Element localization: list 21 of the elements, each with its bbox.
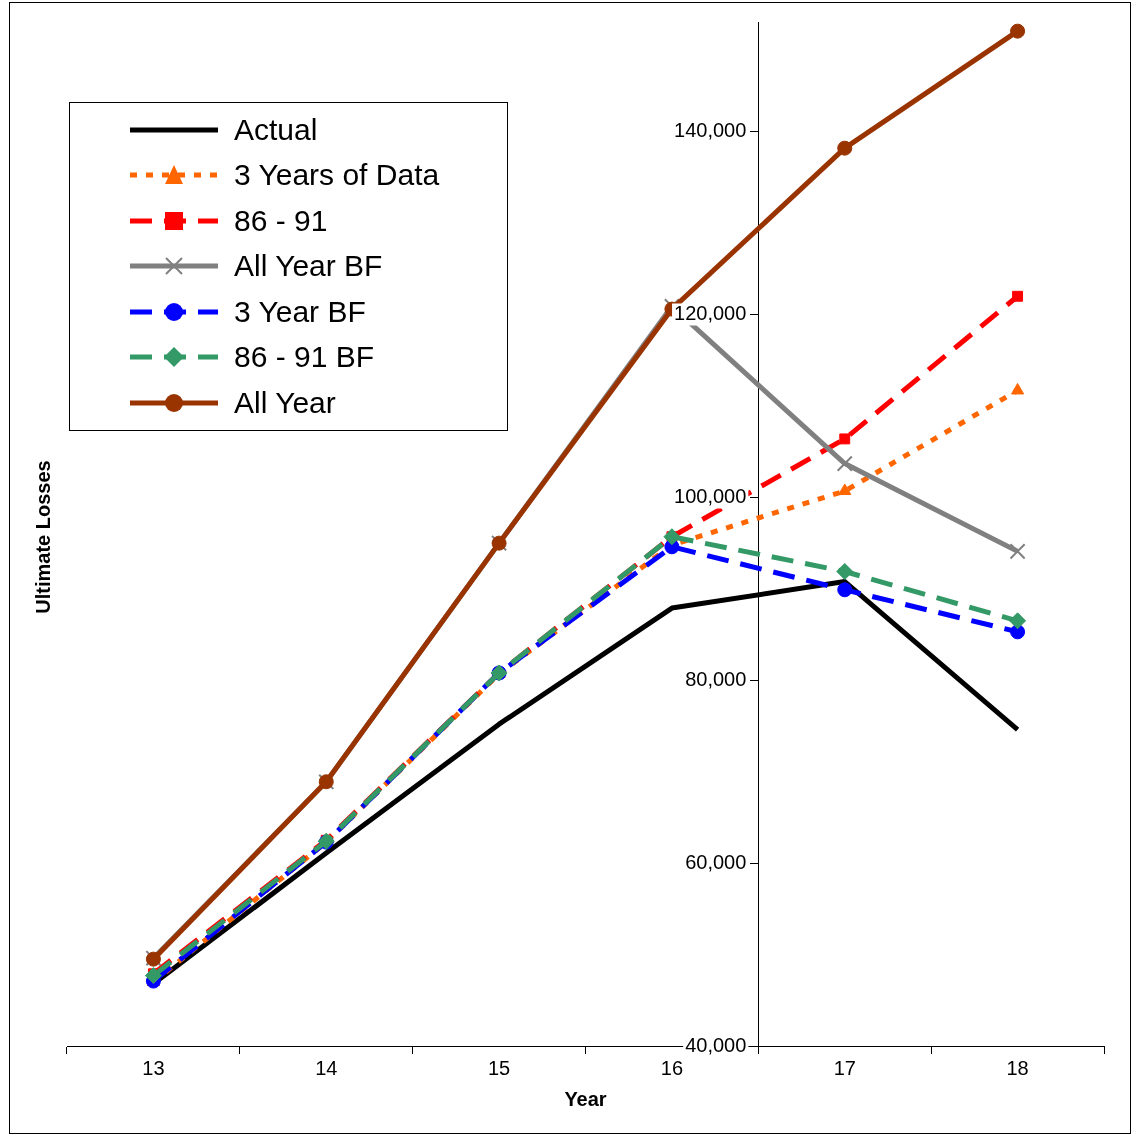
y-tick-label: 100,000 [674,484,747,507]
y-tick-label: 60,000 [685,850,747,873]
x-tick-label: 14 [315,1056,338,1079]
y-tick-label: 80,000 [685,667,747,690]
x-tick-label: 17 [833,1056,856,1079]
legend-label: All Year BF [234,249,383,284]
legend-label: 3 Year BF [234,294,366,329]
y-tick-label: 140,000 [674,119,747,142]
x-tick-label: 16 [660,1056,684,1079]
x-tick-label: 13 [142,1056,165,1079]
legend-label: 86 - 91 BF [234,340,375,375]
legend-label: 86 - 91 [234,203,328,238]
y-axis-title: Ultimate Losses [31,460,55,614]
legend-label: All Year [234,385,336,420]
y-tick-label: 120,000 [674,302,747,325]
x-tick-label: 15 [487,1056,511,1079]
legend-label: Actual [234,112,318,147]
x-tick-label: 18 [1006,1056,1029,1079]
legend-label: 3 Years of Data [234,158,440,193]
x-axis-title: Year [564,1087,607,1110]
y-tick-label: 40,000 [685,1033,747,1056]
